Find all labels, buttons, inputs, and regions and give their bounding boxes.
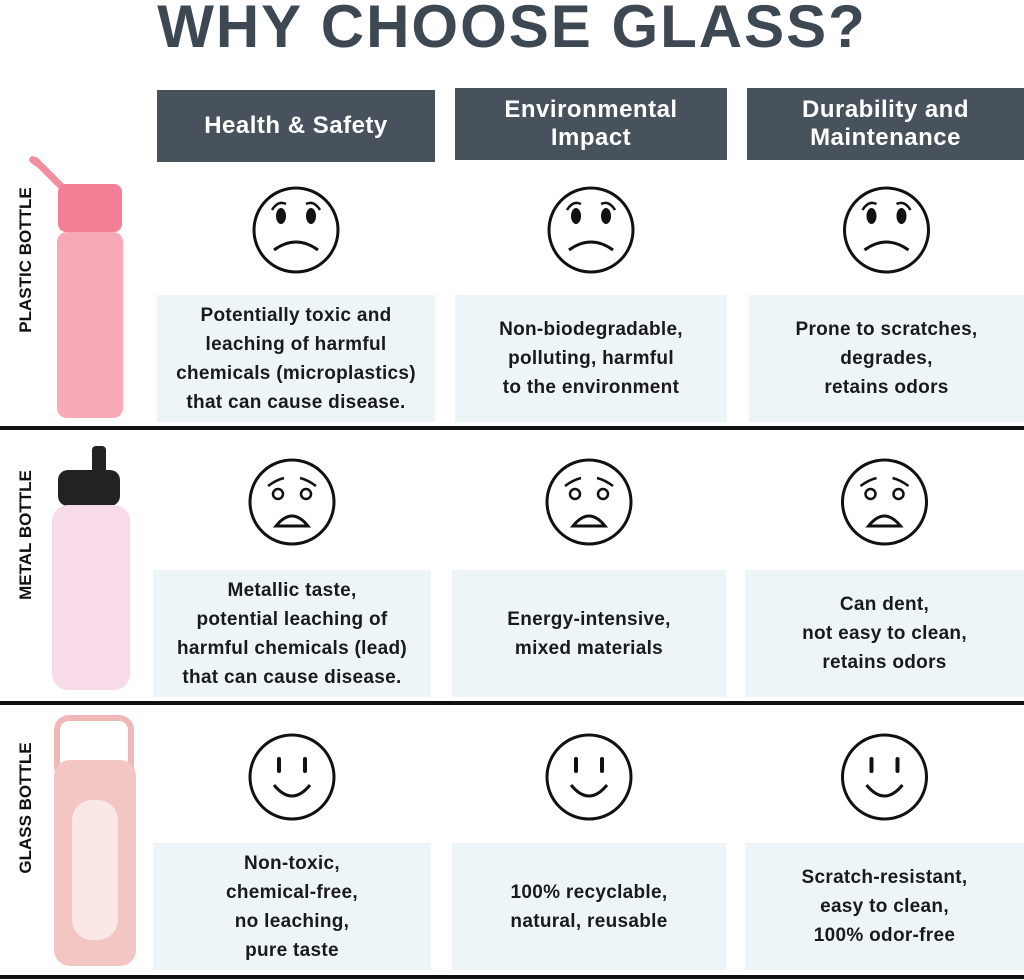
eye xyxy=(299,487,313,501)
header-line: Maintenance xyxy=(810,124,961,151)
eye xyxy=(866,208,877,224)
description-line: 100% odor-free xyxy=(813,925,956,946)
description-line: Prone to scratches, xyxy=(795,319,978,340)
description-line: harmful chemicals (lead) xyxy=(177,637,407,659)
description-line: Energy-intensive, xyxy=(507,608,671,630)
description: Potentially toxic and leaching of harmful… xyxy=(157,295,435,422)
brow xyxy=(564,476,614,488)
eye xyxy=(571,208,581,224)
header-line: Durability and xyxy=(801,96,970,123)
row-label: METAL BOTTLE xyxy=(16,470,35,600)
description-line: 100% recyclable, xyxy=(510,881,668,903)
eye xyxy=(306,208,316,224)
description: Metallic taste, potential leaching of harm… xyxy=(153,570,431,697)
eye xyxy=(596,487,610,501)
header-line: Health & Safety xyxy=(204,112,388,139)
face xyxy=(252,186,340,274)
brow xyxy=(565,201,617,211)
description-line: easy to clean, xyxy=(820,896,949,917)
eye xyxy=(601,208,611,224)
description-line: polluting, harmful xyxy=(508,348,674,369)
description-line: chemicals (microplastics) xyxy=(176,362,416,384)
bottle-window xyxy=(72,800,118,940)
description-line: Non-toxic, xyxy=(244,852,340,874)
description: Energy-intensive, mixed materials xyxy=(452,570,726,697)
description-line: Can dent, xyxy=(839,594,930,615)
brow xyxy=(270,201,322,211)
bottle-body xyxy=(52,505,130,690)
mouth xyxy=(273,240,319,252)
description: Non-toxic, chemical-free, no leaching, pure… xyxy=(153,843,431,970)
header-line: Impact xyxy=(550,124,632,151)
face xyxy=(841,733,928,821)
row-label: PLASTIC BOTTLE xyxy=(16,187,35,333)
brow xyxy=(859,476,910,488)
description-line: Non-biodegradable, xyxy=(499,319,683,340)
description-line: pure taste xyxy=(245,939,339,961)
description-line: Metallic taste, xyxy=(227,579,357,601)
description-line: retains odors xyxy=(822,652,947,673)
description: Scratch-resistant, easy to clean, 100% odo… xyxy=(745,843,1024,970)
mouth xyxy=(865,514,904,528)
description-line: that can cause disease. xyxy=(186,391,406,413)
face xyxy=(843,186,930,274)
column-header: Environmental Impact xyxy=(455,88,727,160)
row-divider xyxy=(0,975,1024,979)
description-line: no leaching, xyxy=(234,910,350,932)
row-divider xyxy=(0,426,1024,430)
bottle-cap xyxy=(58,470,120,506)
description: Prone to scratches, degrades, retains odor… xyxy=(749,295,1024,422)
bottle-body xyxy=(57,232,123,418)
description: Can dent, not easy to clean, retains odors xyxy=(745,570,1024,697)
description-line: mixed materials xyxy=(514,637,664,659)
description-line: to the environment xyxy=(502,377,680,398)
eye xyxy=(892,487,905,501)
description-line: Scratch-resistant, xyxy=(801,867,968,888)
description: 100% recyclable, natural, reusable xyxy=(452,843,726,970)
description-line: natural, reusable xyxy=(510,910,668,932)
description-line: chemical-free, xyxy=(226,881,358,903)
description-line: retains odors xyxy=(824,377,949,398)
description: Non-biodegradable, polluting, harmful to t… xyxy=(455,295,727,422)
face xyxy=(248,458,336,546)
header-line: Environmental xyxy=(504,96,678,123)
eye xyxy=(271,487,285,501)
mouth xyxy=(272,514,312,528)
face xyxy=(545,458,633,546)
column-header: Health & Safety xyxy=(157,90,435,162)
face xyxy=(841,458,928,546)
description-line: degrades, xyxy=(840,348,933,369)
face xyxy=(547,186,635,274)
row-divider xyxy=(0,701,1024,705)
mouth xyxy=(272,784,312,798)
column-header: Durability and Maintenance xyxy=(747,88,1024,160)
eye xyxy=(276,208,286,224)
face xyxy=(545,733,633,821)
mouth xyxy=(863,240,910,252)
mouth xyxy=(569,784,609,798)
row-label: GLASS BOTTLE xyxy=(16,742,35,874)
mouth xyxy=(865,784,904,798)
face xyxy=(248,733,336,821)
description-line: potential leaching of xyxy=(196,608,388,630)
bottle-handle xyxy=(29,156,69,194)
bottle-spout xyxy=(92,446,106,474)
brow xyxy=(267,476,317,488)
eye xyxy=(568,487,582,501)
title: WHY CHOOSE GLASS? xyxy=(157,0,867,60)
description-line: leaching of harmful xyxy=(205,333,387,355)
description-line: Potentially toxic and xyxy=(200,304,392,326)
brow xyxy=(861,201,912,211)
description-line: that can cause disease. xyxy=(182,666,402,688)
eye xyxy=(864,487,877,501)
bottle-cap xyxy=(58,184,122,232)
eye xyxy=(896,208,907,224)
description-line: not easy to clean, xyxy=(802,623,967,644)
mouth xyxy=(569,514,609,528)
mouth xyxy=(568,240,614,252)
